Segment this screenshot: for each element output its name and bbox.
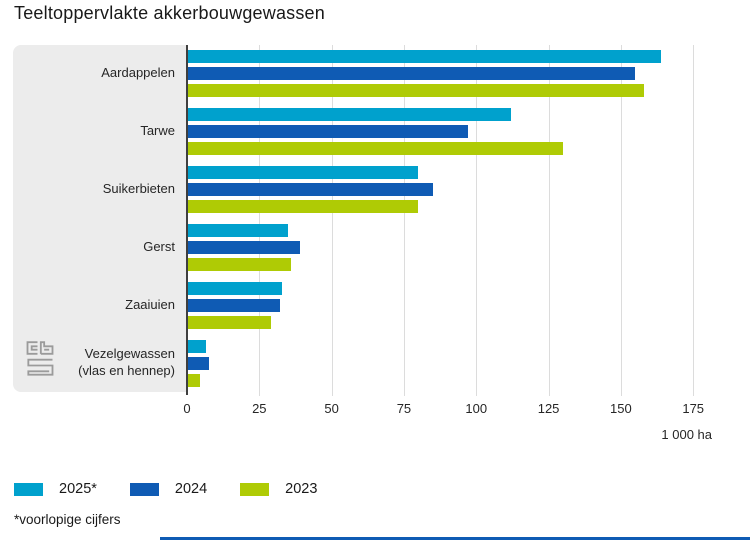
bar-2024-1 bbox=[187, 67, 636, 81]
gridline bbox=[476, 45, 478, 396]
bar-group bbox=[187, 161, 712, 219]
chart-title: Teeltoppervlakte akkerbouwgewassen bbox=[14, 3, 325, 23]
category-label: Suikerbieten bbox=[102, 181, 175, 197]
bar-2025-5 bbox=[187, 281, 283, 295]
bottom-accent-rule bbox=[160, 537, 750, 540]
plot-area bbox=[187, 45, 712, 396]
category-label: Vezelgewassen (vlas en hennep) bbox=[78, 346, 175, 379]
gridline bbox=[693, 45, 695, 396]
x-tick-label: 125 bbox=[537, 401, 560, 416]
x-tick-label: 25 bbox=[252, 401, 267, 416]
category-label: Aardappelen bbox=[101, 65, 175, 81]
bar-2023-4 bbox=[187, 257, 292, 271]
gridline bbox=[259, 45, 261, 396]
legend-item: 2023 bbox=[240, 481, 317, 497]
bar-2023-5 bbox=[187, 315, 271, 329]
x-tick-label: 100 bbox=[465, 401, 488, 416]
gridline bbox=[548, 45, 550, 396]
legend-item: 2024 bbox=[129, 481, 208, 497]
legend-swatch bbox=[129, 482, 159, 496]
gridline bbox=[620, 45, 622, 396]
category-label: Gerst bbox=[143, 238, 175, 254]
y-axis-line bbox=[186, 45, 188, 395]
legend-item: 2025* bbox=[14, 481, 97, 497]
bar-2023-6 bbox=[187, 373, 201, 387]
bar-groups bbox=[187, 45, 712, 392]
cbs-logo-icon bbox=[26, 341, 54, 376]
x-tick-label: 75 bbox=[396, 401, 412, 416]
legend-swatch bbox=[14, 482, 43, 496]
footnote: *voorlopige cijfers bbox=[14, 512, 121, 527]
cbs-logo-c bbox=[26, 341, 38, 355]
bar-2024-3 bbox=[187, 183, 433, 197]
legend: 2025* 2024 2023 bbox=[14, 481, 317, 497]
x-tick-label: 0 bbox=[183, 401, 191, 416]
category-label-panel: Aardappelen Tarwe Suikerbieten Gerst Zaaiuie… bbox=[13, 45, 187, 392]
bar-2025-1 bbox=[187, 50, 662, 64]
bar-2025-6 bbox=[187, 339, 206, 353]
category-label: Zaaiuien bbox=[125, 296, 175, 312]
bar-group bbox=[187, 103, 712, 161]
x-tick-label: 150 bbox=[610, 401, 632, 416]
chart-area: Aardappelen Tarwe Suikerbieten Gerst Zaaiuie… bbox=[13, 45, 712, 396]
category-label: Tarwe bbox=[140, 123, 175, 139]
bar-group bbox=[187, 334, 712, 392]
x-axis-unit-label: 1 000 ha bbox=[661, 427, 712, 442]
legend-label: 2024 bbox=[174, 481, 208, 497]
legend-swatch bbox=[240, 482, 270, 496]
bar-2024-4 bbox=[187, 240, 300, 254]
bar-group bbox=[187, 218, 712, 276]
gridline bbox=[331, 45, 333, 396]
bar-group bbox=[187, 276, 712, 334]
bar-2024-6 bbox=[187, 356, 209, 370]
bar-2024-2 bbox=[187, 125, 468, 139]
bar-2023-2 bbox=[187, 142, 564, 156]
cbs-logo-b bbox=[39, 341, 54, 355]
legend-label: 2023 bbox=[285, 481, 318, 497]
legend-label: 2025* bbox=[59, 481, 97, 497]
bar-2025-4 bbox=[187, 223, 289, 237]
x-axis: 0 25 50 75 100 125 150 175 bbox=[183, 401, 712, 417]
bar-2024-5 bbox=[187, 298, 280, 312]
bar-2025-2 bbox=[187, 108, 511, 122]
bar-2023-1 bbox=[187, 84, 645, 98]
bar-group bbox=[187, 45, 712, 103]
bar-2023-3 bbox=[187, 200, 419, 214]
gridline bbox=[403, 45, 405, 396]
cbs-logo-s bbox=[27, 358, 54, 376]
x-tick-label: 175 bbox=[682, 401, 705, 416]
bar-2025-3 bbox=[187, 166, 419, 180]
x-tick-label: 50 bbox=[324, 401, 339, 416]
